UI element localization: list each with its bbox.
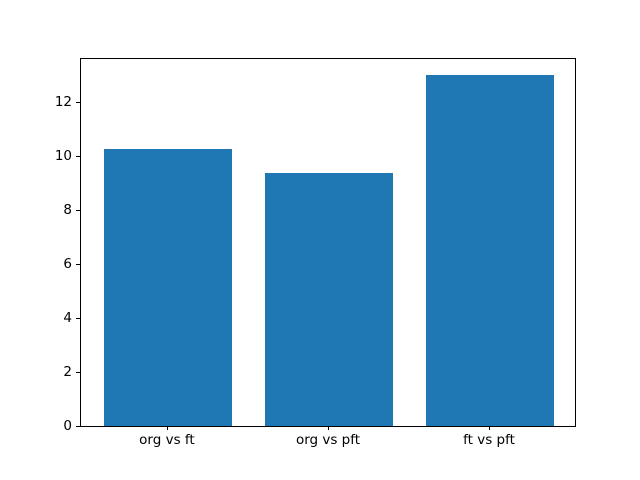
x-tick-mark [328,426,329,430]
y-tick-mark [76,264,80,266]
y-tick-label: 10 [54,148,72,165]
y-tick-mark [76,102,80,104]
x-tick-label: org vs pft [295,432,361,448]
y-tick-label: 4 [63,310,72,327]
bar-org-vs-pft [264,173,394,426]
y-tick-mark [76,210,80,212]
x-tick-mark [489,426,491,430]
y-tick-label: 12 [54,94,72,111]
y-tick-mark [76,318,80,320]
y-tick-label: 2 [63,364,72,381]
y-tick-mark [76,156,80,158]
y-tick-label: 0 [63,418,72,434]
y-tick-mark [76,372,80,374]
y-tick-mark [76,426,80,427]
chart-plot-area [80,58,576,427]
bar-org-vs-ft [103,148,233,426]
y-tick-label: 6 [63,256,72,273]
y-tick-label: 8 [63,202,72,219]
x-tick-label: ft vs pft [463,432,515,448]
bar-ft-vs-pft [425,74,555,426]
x-tick-mark [166,426,168,430]
x-tick-label: org vs ft [139,432,195,448]
